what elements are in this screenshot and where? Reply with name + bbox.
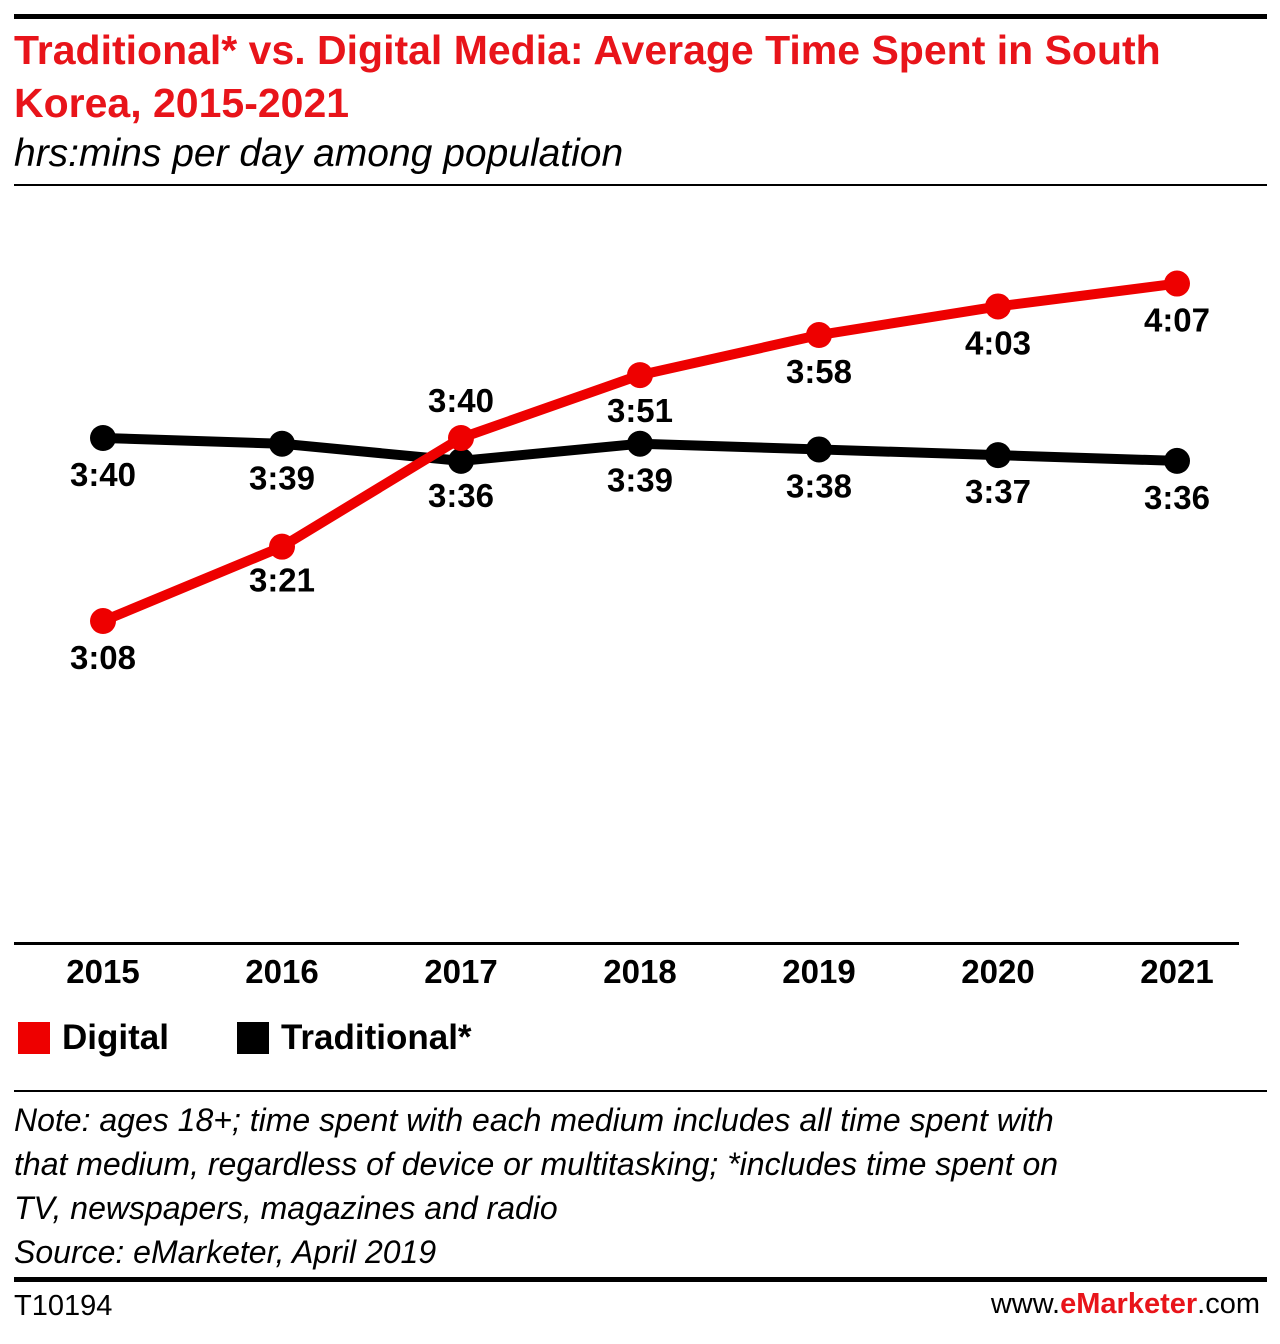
legend-label-traditional: Traditional*: [280, 1018, 472, 1057]
x-tick-label: 2018: [603, 953, 676, 990]
note-line-3: TV, newspapers, magazines and radio: [14, 1190, 558, 1226]
data-label-digital: 4:03: [965, 324, 1031, 361]
data-point-traditional: [448, 447, 474, 474]
note-rule: [14, 1090, 1267, 1092]
site-url-brand: eMarketer: [1060, 1288, 1198, 1320]
x-tick-label: 2015: [66, 953, 139, 990]
chart-subtitle: hrs:mins per day among population: [14, 132, 624, 175]
note-source: Source: eMarketer, April 2019: [14, 1234, 437, 1270]
x-tick-label: 2020: [961, 953, 1034, 990]
x-tick-label: 2017: [424, 953, 497, 990]
data-label-digital: 3:58: [786, 353, 852, 390]
data-point-traditional: [269, 430, 295, 457]
data-label-traditional: 3:36: [428, 477, 494, 514]
site-url-prefix: www.: [990, 1288, 1061, 1320]
data-label-traditional: 3:39: [607, 462, 673, 499]
data-point-digital: [1164, 270, 1190, 297]
data-label-digital: 3:21: [249, 562, 315, 599]
data-label-digital: 3:08: [70, 639, 136, 676]
data-point-traditional: [90, 425, 116, 451]
data-point-digital: [269, 533, 295, 560]
data-label-digital: 4:07: [1144, 302, 1210, 339]
x-axis-line: [14, 942, 1239, 945]
data-point-traditional: [1164, 447, 1190, 474]
note-line-2: that medium, regardless of device or mul…: [14, 1146, 1059, 1182]
data-point-digital: [448, 425, 474, 451]
header-rule: [14, 184, 1267, 186]
legend-item-digital: Digital: [18, 1018, 169, 1058]
legend-swatch-digital: [18, 1022, 50, 1054]
data-point-traditional: [627, 430, 653, 457]
data-label-traditional: 3:39: [249, 460, 315, 497]
x-tick-label: 2021: [1140, 953, 1213, 990]
data-label-traditional: 3:36: [1144, 479, 1210, 516]
legend-swatch-traditional: [236, 1022, 269, 1054]
x-tick-label: 2019: [782, 953, 855, 990]
data-point-digital: [985, 293, 1011, 320]
chart-title: Traditional* vs. Digital Media: Average …: [14, 27, 1161, 126]
data-point-traditional: [806, 436, 832, 463]
chart-id: T10194: [14, 1290, 113, 1322]
line-chart: 3:08 3:21 3:40 3:51 3:58 4:03 4:07 3:40 3:39 3:36…: [14, 270, 1239, 990]
top-rule: [14, 14, 1267, 19]
x-tick-label: 2016: [245, 953, 318, 990]
x-tick-labels: 2015 2016 2017 2018 2019 2020 2021: [66, 953, 1213, 990]
data-label-traditional: 3:37: [965, 473, 1031, 510]
data-label-digital: 3:40: [428, 382, 494, 419]
note-line-1: Note: ages 18+; time spent with each med…: [14, 1102, 1054, 1138]
series-layer: 3:08 3:21 3:40 3:51 3:58 4:03 4:07 3:40 3:39 3:36…: [70, 270, 1210, 676]
site-url[interactable]: www.eMarketer.com: [991, 1288, 1260, 1321]
data-label-traditional: 3:38: [786, 467, 852, 504]
legend-item-traditional: Traditional*: [236, 1018, 472, 1058]
data-label-digital: 3:51: [607, 392, 673, 429]
site-url-suffix: .com: [1197, 1288, 1260, 1320]
data-point-digital: [90, 608, 116, 635]
data-point-traditional: [985, 442, 1011, 469]
data-point-digital: [627, 362, 653, 389]
chart-note: Note: ages 18+; time spent with each med…: [14, 1098, 1267, 1274]
data-point-digital: [806, 322, 832, 349]
data-label-traditional: 3:40: [70, 456, 136, 493]
footer-rule: [14, 1277, 1267, 1282]
legend: Digital Traditional*: [18, 1018, 540, 1058]
legend-label-digital: Digital: [62, 1018, 169, 1057]
